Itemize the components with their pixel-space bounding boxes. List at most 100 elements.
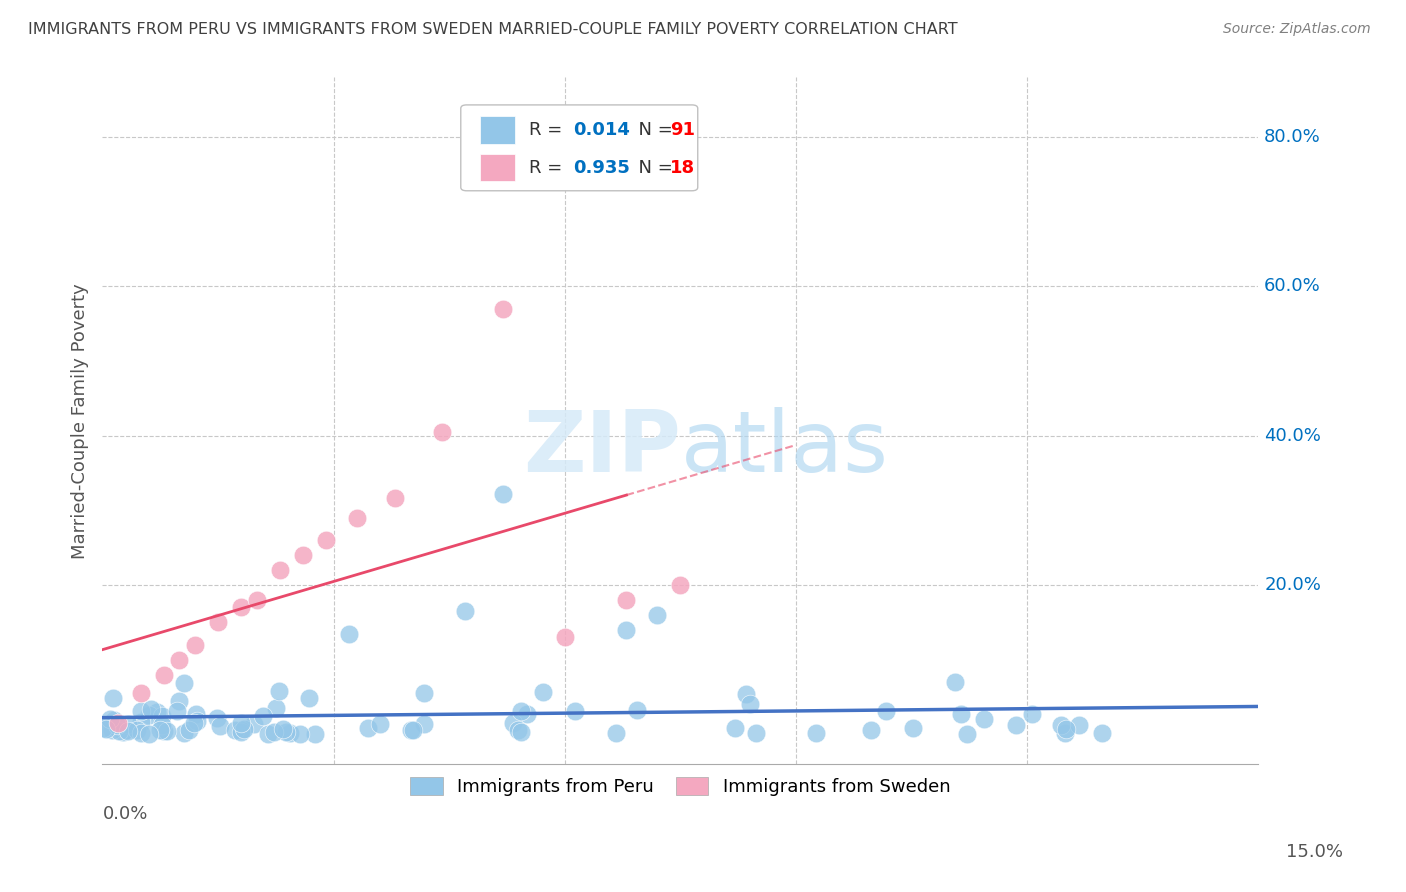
Point (103, 690, 125, 705)
Point (738, 698, 761, 712)
Point (131, 715, 153, 730)
Text: IMMIGRANTS FROM PERU VS IMMIGRANTS FROM SWEDEN MARRIED-COUPLE FAMILY POVERTY COR: IMMIGRANTS FROM PERU VS IMMIGRANTS FROM … (28, 22, 957, 37)
Point (413, 686, 436, 700)
Point (117, 723, 139, 738)
Point (103, 713, 125, 727)
Point (304, 727, 326, 741)
FancyBboxPatch shape (461, 105, 697, 191)
Text: 0.935: 0.935 (572, 159, 630, 177)
Legend: Immigrants from Peru, Immigrants from Sweden: Immigrants from Peru, Immigrants from Sw… (404, 770, 957, 804)
Point (516, 706, 538, 721)
Point (616, 623, 638, 637)
Point (263, 724, 285, 739)
Point (271, 722, 294, 736)
Point (315, 533, 337, 548)
Text: atlas: atlas (681, 407, 889, 490)
Point (453, 604, 475, 618)
Point (166, 705, 188, 719)
Point (1091, 725, 1114, 739)
Point (399, 723, 422, 738)
Point (806, 726, 828, 740)
Point (117, 717, 139, 731)
Point (368, 717, 391, 731)
Point (645, 607, 668, 622)
Text: 80.0%: 80.0% (1264, 128, 1320, 146)
Point (950, 707, 973, 722)
Point (346, 511, 368, 525)
Point (177, 723, 200, 737)
Point (145, 705, 167, 719)
Y-axis label: Married-Couple Family Poverty: Married-Couple Family Poverty (72, 283, 89, 558)
Point (288, 727, 311, 741)
Point (138, 727, 160, 741)
Text: 0.014: 0.014 (572, 121, 630, 139)
Text: R =: R = (529, 159, 568, 177)
Point (205, 711, 228, 725)
Point (173, 726, 195, 740)
Point (229, 723, 252, 737)
Point (245, 593, 267, 607)
Point (243, 717, 266, 731)
Point (280, 726, 302, 740)
Point (105, 718, 128, 732)
Point (150, 717, 173, 731)
Point (153, 724, 176, 739)
Point (129, 686, 152, 700)
Point (267, 684, 290, 698)
Point (337, 626, 360, 640)
Point (115, 723, 138, 738)
Point (402, 723, 425, 738)
Point (274, 725, 297, 739)
Point (724, 721, 747, 735)
Point (269, 563, 291, 577)
Point (1050, 718, 1073, 732)
Point (149, 723, 172, 738)
Point (384, 491, 406, 505)
Point (156, 723, 179, 738)
Point (183, 716, 205, 731)
Point (745, 726, 768, 740)
Point (152, 709, 174, 723)
Point (412, 717, 434, 731)
Point (129, 726, 152, 740)
Point (901, 721, 924, 735)
Point (510, 725, 533, 739)
Point (233, 723, 256, 737)
Point (173, 676, 195, 690)
Point (107, 716, 129, 731)
Point (357, 721, 380, 735)
Text: N =: N = (627, 121, 679, 139)
Point (510, 704, 533, 718)
Point (131, 704, 153, 718)
Point (502, 716, 524, 731)
Text: 60.0%: 60.0% (1264, 277, 1320, 295)
Point (169, 653, 191, 667)
Point (256, 726, 278, 740)
Point (956, 727, 979, 741)
Point (1067, 717, 1090, 731)
Point (252, 709, 274, 723)
Point (153, 667, 176, 681)
Point (973, 712, 995, 726)
Point (224, 723, 246, 737)
Point (943, 674, 966, 689)
Point (492, 487, 515, 501)
Text: 15.0%: 15.0% (1285, 843, 1343, 861)
Point (492, 301, 515, 316)
Point (207, 615, 229, 630)
Point (101, 723, 124, 738)
Point (605, 726, 627, 740)
Text: 91: 91 (671, 121, 695, 139)
Text: Source: ZipAtlas.com: Source: ZipAtlas.com (1223, 22, 1371, 37)
Point (138, 707, 160, 722)
Point (184, 707, 207, 722)
Point (1021, 707, 1043, 722)
Point (291, 548, 314, 562)
FancyBboxPatch shape (481, 116, 515, 144)
Point (430, 425, 453, 439)
Text: 40.0%: 40.0% (1264, 426, 1322, 445)
Point (111, 724, 134, 739)
Text: 20.0%: 20.0% (1264, 576, 1322, 594)
Point (98, 712, 121, 726)
FancyBboxPatch shape (481, 153, 515, 181)
